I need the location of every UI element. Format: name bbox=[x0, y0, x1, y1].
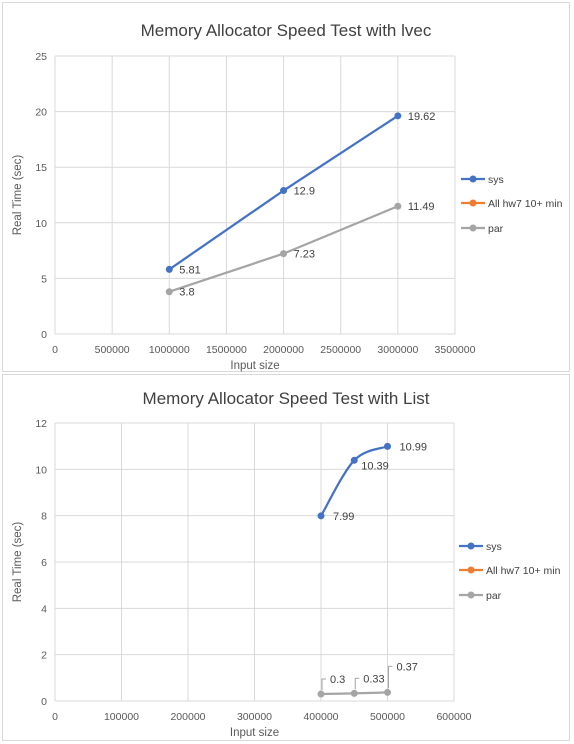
legend-label: sys bbox=[486, 541, 502, 553]
data-point bbox=[318, 512, 325, 519]
legend-label: All hw7 10+ min bbox=[488, 198, 563, 210]
data-label: 0.33 bbox=[363, 673, 384, 685]
data-label: 7.23 bbox=[294, 249, 315, 261]
y-tick-label: 20 bbox=[35, 107, 47, 119]
x-tick-label: 0 bbox=[52, 344, 58, 356]
x-tick-label: 500000 bbox=[370, 711, 405, 723]
y-tick-label: 5 bbox=[41, 273, 47, 285]
x-tick-label: 2000000 bbox=[263, 344, 304, 356]
data-label: 3.8 bbox=[179, 287, 194, 299]
data-point bbox=[394, 203, 401, 210]
x-tick-label: 300000 bbox=[237, 711, 272, 723]
y-tick-label: 4 bbox=[41, 603, 47, 615]
x-tick-label: 3000000 bbox=[377, 344, 418, 356]
x-tick-label: 1000000 bbox=[149, 344, 190, 356]
chart-plot-lvec: 0 500000 1000000 1500000 2000000 2500000 30000… bbox=[3, 3, 571, 373]
y-tick-label: 15 bbox=[35, 162, 47, 174]
y-tick-label: 2 bbox=[41, 650, 47, 662]
legend-label: All hw7 10+ min bbox=[486, 565, 561, 577]
chart-plot-list: 0 100000 200000 300000 400000 500000 600000 0 2 4… bbox=[3, 375, 571, 742]
y-tick-label: 8 bbox=[41, 511, 47, 523]
data-point bbox=[351, 457, 358, 464]
y-tick-label: 10 bbox=[35, 218, 47, 230]
x-axis-title: Input size bbox=[230, 360, 279, 372]
legend-marker bbox=[468, 543, 475, 550]
x-tick-label: 400000 bbox=[303, 711, 338, 723]
data-label: 5.81 bbox=[179, 264, 200, 276]
data-point bbox=[166, 266, 173, 273]
data-label: 0.37 bbox=[397, 661, 418, 673]
data-point bbox=[384, 689, 391, 696]
x-tick-label: 1500000 bbox=[206, 344, 247, 356]
legend-marker bbox=[468, 567, 475, 574]
x-tick-label: 600000 bbox=[436, 711, 471, 723]
data-label: 19.62 bbox=[408, 111, 436, 123]
data-label: 10.39 bbox=[361, 460, 389, 472]
y-tick-label: 0 bbox=[41, 329, 47, 341]
legend-marker bbox=[470, 176, 477, 183]
legend-marker bbox=[468, 592, 475, 599]
data-point bbox=[351, 690, 358, 697]
data-label: 10.99 bbox=[400, 441, 428, 453]
y-tick-label: 25 bbox=[35, 51, 47, 63]
data-label: 0.3 bbox=[330, 674, 345, 686]
y-axis-title: Real Time (sec) bbox=[12, 155, 24, 236]
x-axis-title: Input size bbox=[230, 727, 279, 739]
y-tick-label: 6 bbox=[41, 557, 47, 569]
data-label: 11.49 bbox=[408, 201, 435, 213]
x-tick-label: 0 bbox=[52, 711, 58, 723]
data-point bbox=[394, 112, 401, 119]
y-tick-label: 12 bbox=[35, 418, 47, 430]
label-leader-line bbox=[322, 679, 326, 690]
data-label: 12.9 bbox=[294, 186, 315, 198]
legend-marker bbox=[470, 225, 477, 232]
legend-marker bbox=[470, 200, 477, 207]
x-tick-label: 500000 bbox=[95, 344, 130, 356]
x-tick-label: 2500000 bbox=[320, 344, 361, 356]
legend-label: sys bbox=[488, 174, 504, 186]
label-leader-line bbox=[355, 678, 359, 689]
data-point bbox=[280, 250, 287, 257]
data-point bbox=[318, 691, 325, 698]
legend-label: par bbox=[486, 590, 502, 602]
label-leader-line bbox=[389, 666, 393, 688]
data-point bbox=[166, 288, 173, 295]
data-point bbox=[384, 443, 391, 450]
x-tick-label: 3500000 bbox=[435, 344, 476, 356]
y-tick-label: 0 bbox=[41, 696, 47, 708]
data-point bbox=[280, 187, 287, 194]
data-label: 7.99 bbox=[333, 511, 354, 523]
y-axis-title: Real Time (sec) bbox=[12, 522, 24, 603]
legend-label: par bbox=[488, 223, 504, 235]
x-tick-label: 200000 bbox=[170, 711, 205, 723]
y-tick-label: 10 bbox=[35, 464, 47, 476]
x-tick-label: 100000 bbox=[104, 711, 139, 723]
